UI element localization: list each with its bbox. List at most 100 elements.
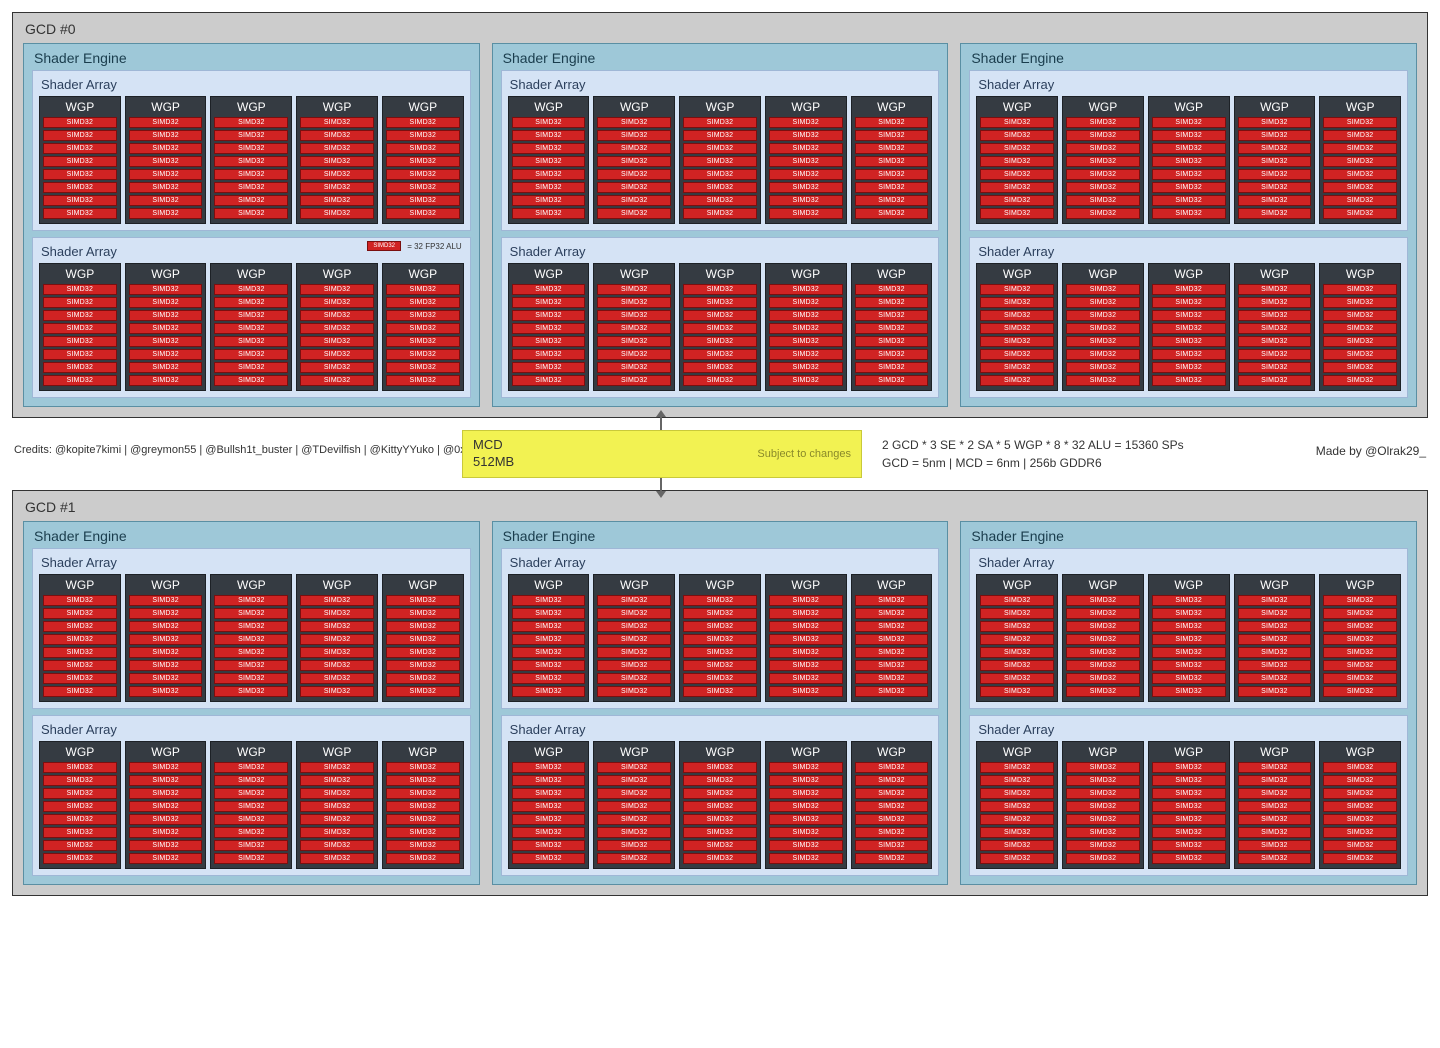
middle-strip: Credits: @kopite7kimi | @greymon55 | @Bu… — [12, 422, 1428, 486]
simd-unit: SIMD32 — [1066, 660, 1140, 671]
simd-unit: SIMD32 — [980, 827, 1054, 838]
simd-unit: SIMD32 — [214, 156, 288, 167]
simd-unit: SIMD32 — [386, 762, 460, 773]
shader-array-label: Shader Array — [978, 722, 1401, 737]
wgp-block: WGPSIMD32SIMD32SIMD32SIMD32SIMD32SIMD32S… — [1234, 574, 1316, 702]
wgp-block: WGPSIMD32SIMD32SIMD32SIMD32SIMD32SIMD32S… — [1234, 263, 1316, 391]
simd-unit: SIMD32 — [512, 673, 586, 684]
simd-unit: SIMD32 — [1152, 673, 1226, 684]
simd-unit: SIMD32 — [980, 156, 1054, 167]
simd-unit: SIMD32 — [683, 827, 757, 838]
simd-unit: SIMD32 — [769, 143, 843, 154]
shader-engine-row: Shader EngineShader ArrayWGPSIMD32SIMD32… — [23, 521, 1417, 885]
simd-unit: SIMD32 — [597, 349, 671, 360]
simd-unit: SIMD32 — [1152, 182, 1226, 193]
shader-engine-label: Shader Engine — [971, 50, 1408, 66]
simd-unit: SIMD32 — [769, 827, 843, 838]
wgp-block: WGPSIMD32SIMD32SIMD32SIMD32SIMD32SIMD32S… — [679, 741, 761, 869]
simd-unit: SIMD32 — [1323, 762, 1397, 773]
wgp-block: WGPSIMD32SIMD32SIMD32SIMD32SIMD32SIMD32S… — [125, 263, 207, 391]
wgp-row: WGPSIMD32SIMD32SIMD32SIMD32SIMD32SIMD32S… — [976, 263, 1401, 391]
simd-unit: SIMD32 — [683, 349, 757, 360]
simd-unit: SIMD32 — [386, 660, 460, 671]
simd-unit: SIMD32 — [980, 814, 1054, 825]
shader-array-label: Shader Array — [510, 555, 933, 570]
simd-unit: SIMD32 — [1238, 673, 1312, 684]
wgp-label: WGP — [214, 267, 288, 281]
wgp-label: WGP — [855, 578, 929, 592]
simd-unit: SIMD32 — [512, 762, 586, 773]
simd-unit: SIMD32 — [1238, 840, 1312, 851]
simd-unit: SIMD32 — [129, 208, 203, 219]
simd-unit: SIMD32 — [1238, 297, 1312, 308]
simd-unit: SIMD32 — [1238, 208, 1312, 219]
simd-unit: SIMD32 — [1152, 762, 1226, 773]
shader-engine-label: Shader Engine — [34, 528, 471, 544]
simd-unit: SIMD32 — [597, 608, 671, 619]
simd-unit: SIMD32 — [129, 634, 203, 645]
simd-unit: SIMD32 — [683, 762, 757, 773]
simd-unit: SIMD32 — [1238, 336, 1312, 347]
wgp-label: WGP — [300, 100, 374, 114]
shader-engine-block: Shader EngineShader ArrayWGPSIMD32SIMD32… — [23, 43, 480, 407]
simd-unit: SIMD32 — [855, 169, 929, 180]
simd-unit: SIMD32 — [597, 375, 671, 386]
simd-unit: SIMD32 — [1238, 686, 1312, 697]
simd-unit: SIMD32 — [300, 323, 374, 334]
simd-unit: SIMD32 — [683, 621, 757, 632]
wgp-block: WGPSIMD32SIMD32SIMD32SIMD32SIMD32SIMD32S… — [508, 263, 590, 391]
wgp-block: WGPSIMD32SIMD32SIMD32SIMD32SIMD32SIMD32S… — [39, 263, 121, 391]
simd-unit: SIMD32 — [1152, 117, 1226, 128]
simd-unit: SIMD32 — [129, 660, 203, 671]
simd-unit: SIMD32 — [769, 595, 843, 606]
simd-unit: SIMD32 — [1323, 608, 1397, 619]
wgp-label: WGP — [980, 267, 1054, 281]
simd-unit: SIMD32 — [386, 827, 460, 838]
wgp-label: WGP — [512, 578, 586, 592]
simd-unit: SIMD32 — [980, 117, 1054, 128]
simd-unit: SIMD32 — [1238, 814, 1312, 825]
arrow-up-icon — [660, 416, 662, 430]
simd-unit: SIMD32 — [1066, 595, 1140, 606]
shader-array-block: Shader Array WGP SIMD32 SIMD32 SIMD32 SIMD32 S… — [501, 548, 940, 709]
simd-unit: SIMD32 — [1323, 788, 1397, 799]
wgp-row: WGPSIMD32SIMD32SIMD32SIMD32SIMD32SIMD32S… — [508, 263, 933, 391]
simd-unit: SIMD32 — [1066, 323, 1140, 334]
simd-unit: SIMD32 — [1323, 840, 1397, 851]
simd-unit: SIMD32 — [769, 621, 843, 632]
simd-unit: SIMD32 — [512, 814, 586, 825]
simd-unit: SIMD32 — [300, 814, 374, 825]
simd-unit: SIMD32 — [1152, 827, 1226, 838]
simd-unit: SIMD32 — [43, 336, 117, 347]
simd-unit: SIMD32 — [300, 297, 374, 308]
wgp-block: WGPSIMD32SIMD32SIMD32SIMD32SIMD32SIMD32S… — [593, 96, 675, 224]
simd-unit: SIMD32 — [129, 814, 203, 825]
simd-unit: SIMD32 — [855, 349, 929, 360]
wgp-label: WGP — [129, 745, 203, 759]
simd-unit: SIMD32 — [1323, 814, 1397, 825]
simd-unit: SIMD32 — [1152, 595, 1226, 606]
simd-unit: SIMD32 — [1152, 349, 1226, 360]
wgp-block: WGPSIMD32SIMD32SIMD32SIMD32SIMD32SIMD32S… — [39, 741, 121, 869]
simd-unit: SIMD32 — [855, 310, 929, 321]
simd-unit: SIMD32 — [1066, 801, 1140, 812]
simd-unit: SIMD32 — [980, 284, 1054, 295]
simd-unit: SIMD32 — [980, 762, 1054, 773]
simd-unit: SIMD32 — [512, 297, 586, 308]
simd-unit: SIMD32 — [1066, 169, 1140, 180]
simd-unit: SIMD32 — [683, 169, 757, 180]
simd-unit: SIMD32 — [43, 621, 117, 632]
simd-unit: SIMD32 — [129, 608, 203, 619]
simd-unit: SIMD32 — [683, 117, 757, 128]
shader-array-label: Shader Array — [510, 722, 933, 737]
shader-array-label: Shader Array — [978, 77, 1401, 92]
simd-unit: SIMD32 — [980, 621, 1054, 632]
simd-unit: SIMD32 — [386, 349, 460, 360]
simd-unit: SIMD32 — [43, 297, 117, 308]
simd-unit: SIMD32 — [43, 117, 117, 128]
wgp-block: WGPSIMD32SIMD32SIMD32SIMD32SIMD32SIMD32S… — [1062, 96, 1144, 224]
wgp-block: WGPSIMD32SIMD32SIMD32SIMD32SIMD32SIMD32S… — [210, 96, 292, 224]
simd-unit: SIMD32 — [386, 801, 460, 812]
simd-unit: SIMD32 — [855, 143, 929, 154]
wgp-block: WGPSIMD32SIMD32SIMD32SIMD32SIMD32SIMD32S… — [1234, 96, 1316, 224]
